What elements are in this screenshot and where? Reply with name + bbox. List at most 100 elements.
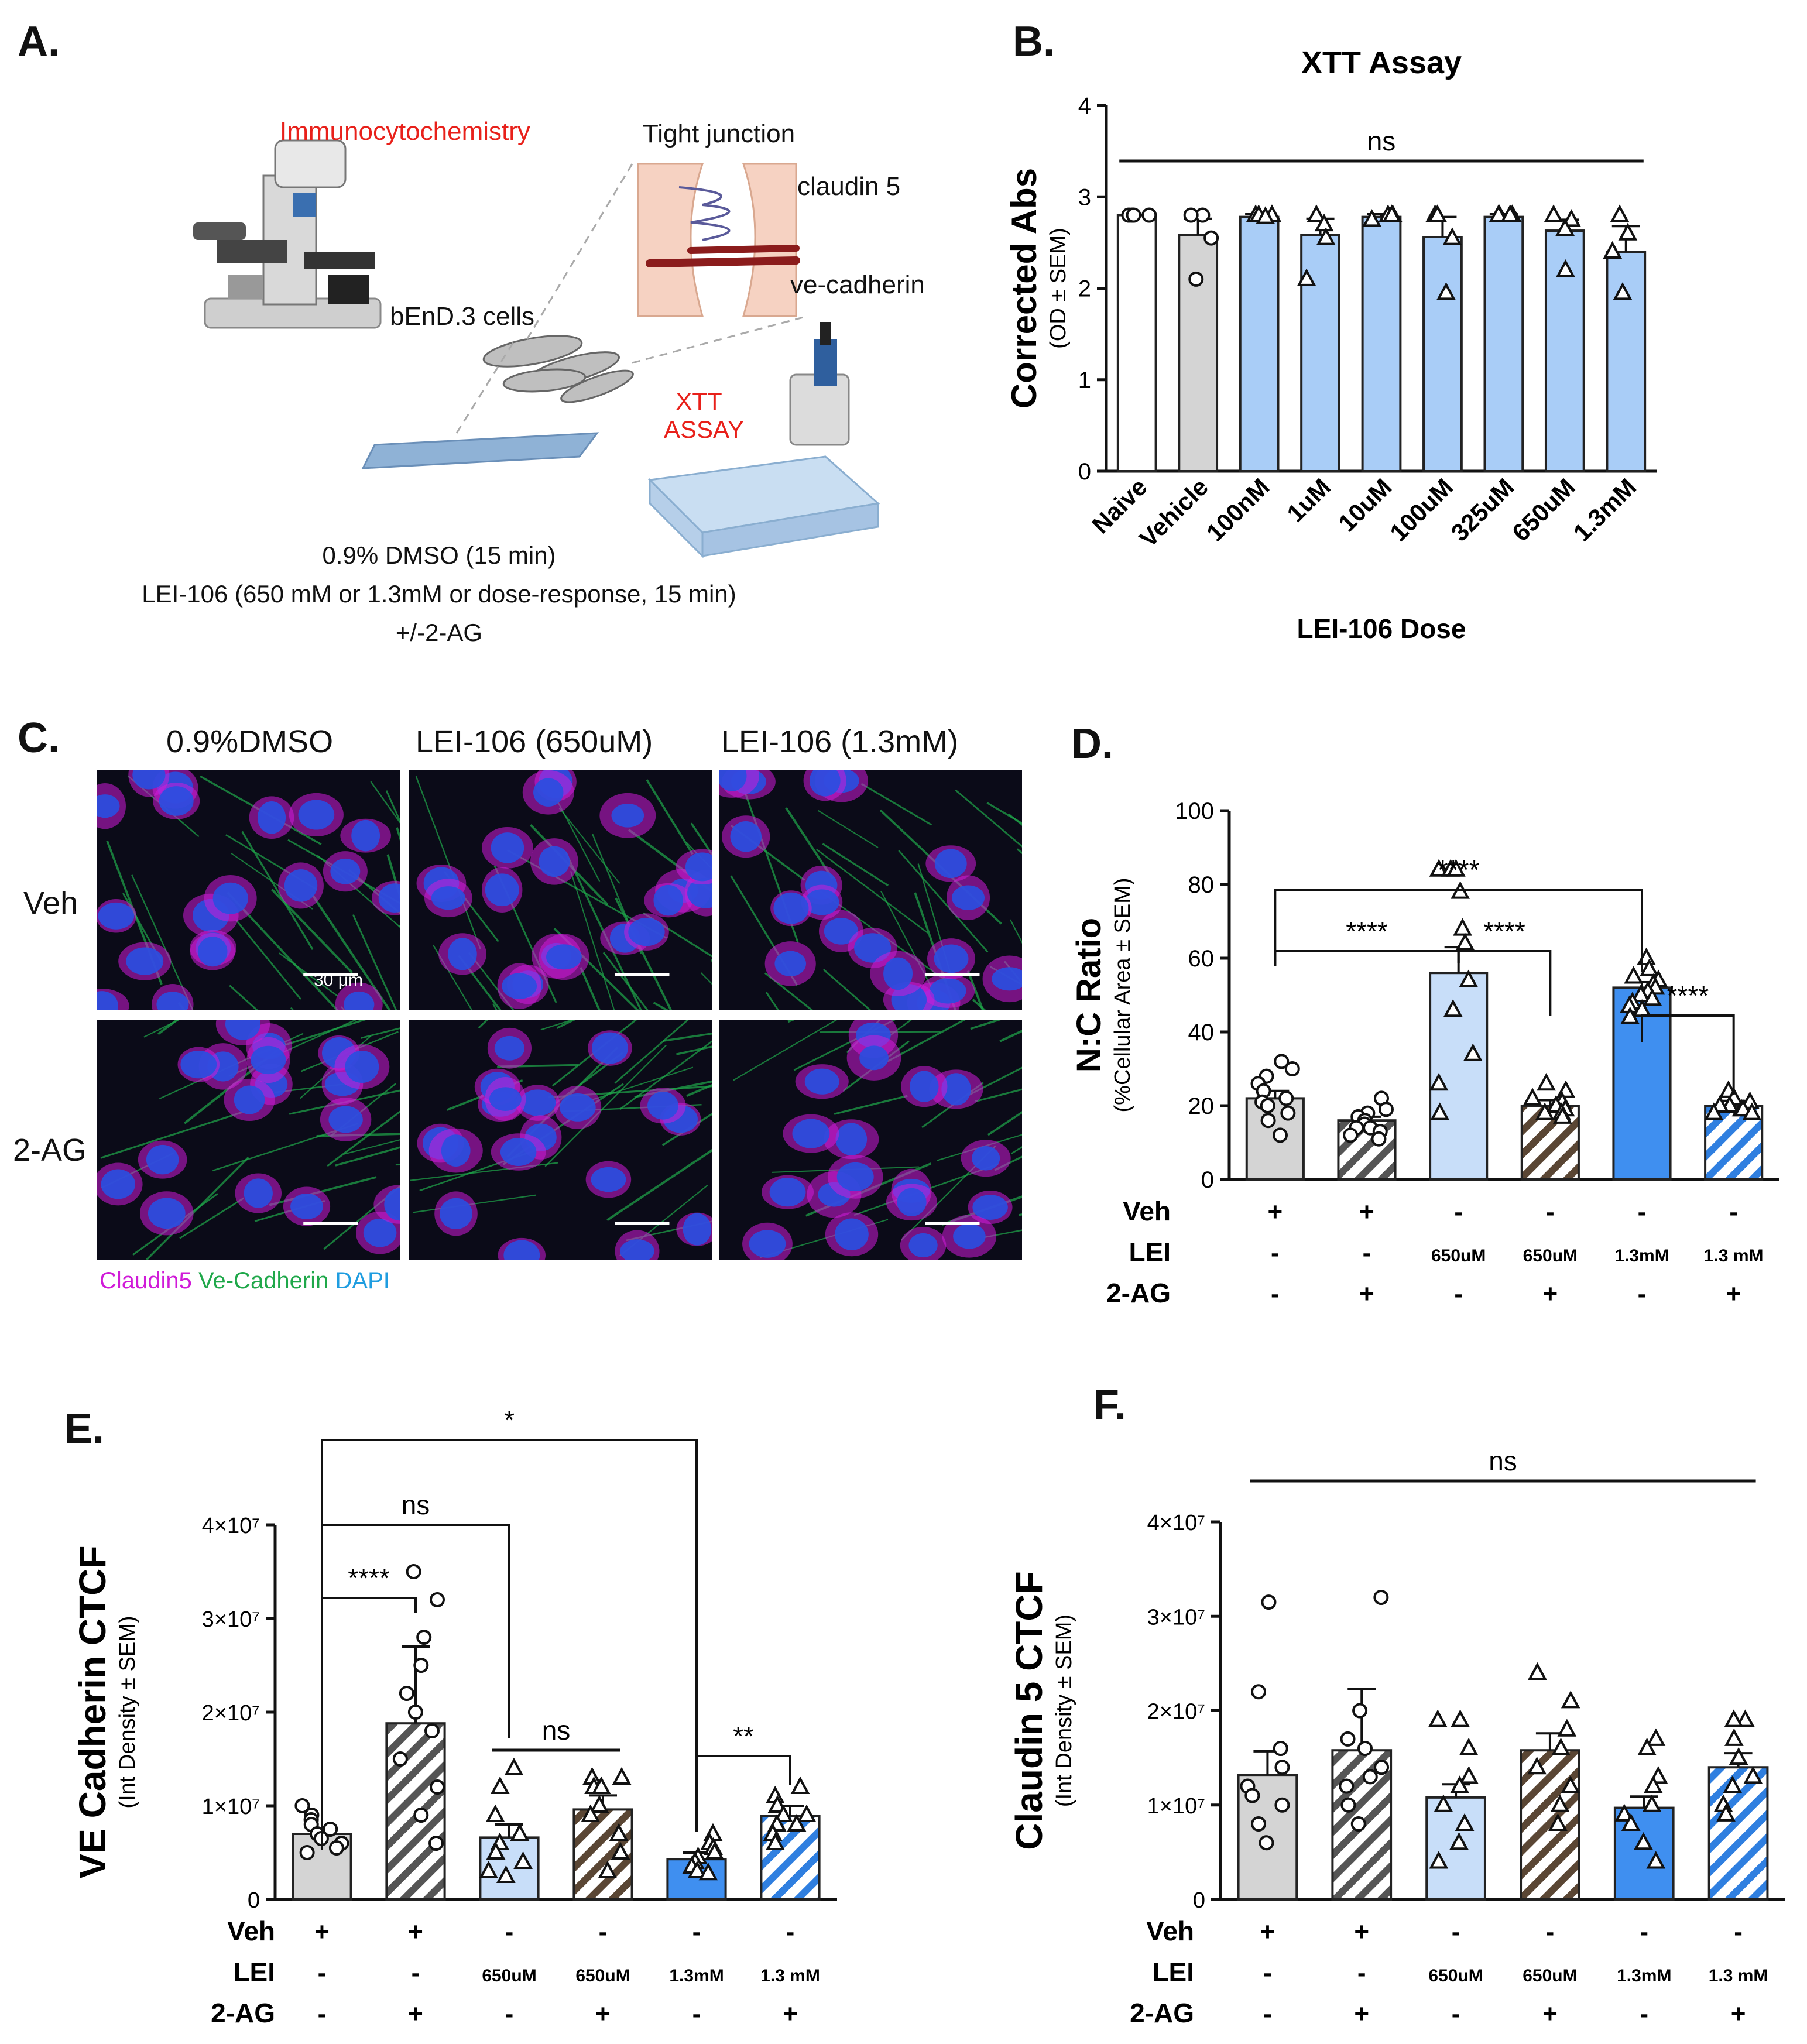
condition-cell: + bbox=[408, 1918, 423, 1946]
data-point bbox=[767, 1795, 787, 1813]
condition-cell: 650uM bbox=[1523, 1966, 1577, 1985]
data-point bbox=[294, 1798, 310, 1813]
data-point bbox=[1352, 1703, 1368, 1719]
y-tick-label: 60 bbox=[1188, 946, 1215, 972]
data-point bbox=[1500, 204, 1520, 222]
data-point bbox=[1729, 1747, 1748, 1765]
condition-cell: - bbox=[1546, 1918, 1555, 1946]
panel-a-letter: A. bbox=[18, 18, 60, 65]
y-axis-label: Claudin 5 CTCF bbox=[1008, 1571, 1050, 1850]
data-point bbox=[1251, 1816, 1267, 1832]
condition-cell: + bbox=[1354, 2000, 1369, 2028]
data-point bbox=[513, 1851, 533, 1869]
data-point bbox=[1260, 1098, 1275, 1113]
y-tick-label: 4×10⁷ bbox=[202, 1514, 260, 1538]
data-point bbox=[1643, 988, 1662, 1006]
data-point bbox=[698, 1863, 718, 1881]
data-point bbox=[1261, 1594, 1277, 1610]
data-point bbox=[1443, 999, 1463, 1017]
stain-legend: Claudin5 Ve-Cadherin DAPI bbox=[100, 1268, 390, 1294]
vecad-legend: Ve-Cadherin bbox=[198, 1268, 329, 1294]
data-point bbox=[705, 1841, 725, 1860]
data-point bbox=[1453, 918, 1472, 936]
condition-cell: - bbox=[1638, 1198, 1647, 1226]
data-point bbox=[399, 1686, 414, 1701]
row-header-2ag: 2-AG bbox=[13, 1133, 87, 1168]
data-point bbox=[1280, 1105, 1296, 1121]
x-tick-label: Vehicle bbox=[1134, 473, 1213, 553]
significance-label: ns bbox=[1367, 126, 1396, 156]
data-point bbox=[1642, 1794, 1662, 1812]
immuno-label: Immunocytochemistry bbox=[280, 117, 530, 146]
micrograph bbox=[409, 770, 712, 1010]
condition-cell: + bbox=[1267, 1198, 1283, 1226]
data-point bbox=[1371, 1131, 1387, 1147]
data-point bbox=[1188, 271, 1204, 287]
condition-cell: + bbox=[1359, 1198, 1374, 1226]
y-tick-label: 4×10⁷ bbox=[1147, 1511, 1205, 1535]
data-point bbox=[1555, 218, 1575, 236]
data-point bbox=[1274, 1760, 1290, 1775]
data-point bbox=[1724, 1728, 1744, 1746]
data-point bbox=[1429, 1851, 1449, 1869]
condition-cell: + bbox=[1731, 2000, 1746, 2028]
condition-cell: + bbox=[408, 2000, 423, 2028]
data-point bbox=[1378, 1102, 1394, 1117]
condition-cell: 1.3 mM bbox=[1704, 1246, 1764, 1266]
significance-bracket bbox=[321, 1597, 417, 1850]
data-point bbox=[787, 1813, 807, 1832]
data-point bbox=[1428, 1709, 1448, 1727]
condition-row-label: 2-AG bbox=[1130, 1998, 1194, 2028]
data-point bbox=[1455, 1813, 1475, 1831]
y-tick-label: 1 bbox=[1078, 368, 1091, 393]
chart-title: XTT Assay bbox=[1301, 45, 1462, 80]
condition-cell: - bbox=[692, 2000, 701, 2028]
data-point bbox=[797, 1804, 817, 1822]
y-tick-label: 100 bbox=[1175, 798, 1214, 824]
condition-cell: + bbox=[783, 2000, 798, 2028]
data-point bbox=[1429, 1073, 1449, 1091]
data-point bbox=[773, 1804, 793, 1822]
panel-b-letter: B. bbox=[1013, 18, 1055, 65]
condition-cell: - bbox=[1454, 1198, 1463, 1226]
panel-a-schematic bbox=[193, 139, 880, 558]
data-point bbox=[1551, 1737, 1571, 1755]
x-tick-label: 1uM bbox=[1281, 473, 1336, 527]
data-point bbox=[1618, 222, 1638, 241]
bar bbox=[1520, 1749, 1580, 1901]
bar bbox=[1116, 214, 1157, 472]
data-point bbox=[1430, 1102, 1450, 1120]
data-point bbox=[1523, 1088, 1542, 1106]
data-point bbox=[1544, 204, 1563, 222]
significance-label: **** bbox=[1483, 916, 1525, 946]
cells-icon bbox=[482, 335, 634, 403]
condition-cell: - bbox=[786, 1918, 795, 1946]
data-point bbox=[416, 1630, 432, 1645]
condition-row-label: 2-AG bbox=[211, 1998, 275, 2028]
claudin-label: claudin 5 bbox=[797, 172, 901, 201]
data-point bbox=[1428, 204, 1448, 222]
bar bbox=[1613, 1806, 1675, 1901]
data-point bbox=[1637, 1737, 1657, 1755]
data-point bbox=[1723, 1775, 1743, 1793]
data-point bbox=[1459, 1766, 1479, 1784]
condition-cell: - bbox=[1452, 2000, 1460, 2028]
data-point bbox=[1141, 207, 1157, 223]
data-point bbox=[1624, 966, 1644, 984]
data-point bbox=[1340, 1797, 1356, 1813]
condition-cell: 650uM bbox=[482, 1966, 536, 1985]
condition-cell: 1.3mM bbox=[1614, 1246, 1669, 1266]
x-tick-label: 325uM bbox=[1446, 473, 1520, 547]
data-point bbox=[1451, 1709, 1470, 1727]
data-point bbox=[1436, 282, 1456, 300]
cells-label: bEnD.3 cells bbox=[390, 302, 535, 331]
condition-cell: - bbox=[505, 2000, 514, 2028]
condition-cell: + bbox=[1260, 1918, 1275, 1946]
y-tick-label: 20 bbox=[1188, 1093, 1215, 1119]
condition-cell: 1.3 mM bbox=[1709, 1966, 1768, 1985]
condition-cell: - bbox=[1363, 1239, 1371, 1267]
micrograph bbox=[409, 1020, 712, 1260]
data-point bbox=[1646, 1851, 1666, 1869]
condition-row-label: LEI bbox=[1152, 1957, 1194, 1987]
data-point bbox=[1640, 958, 1659, 976]
